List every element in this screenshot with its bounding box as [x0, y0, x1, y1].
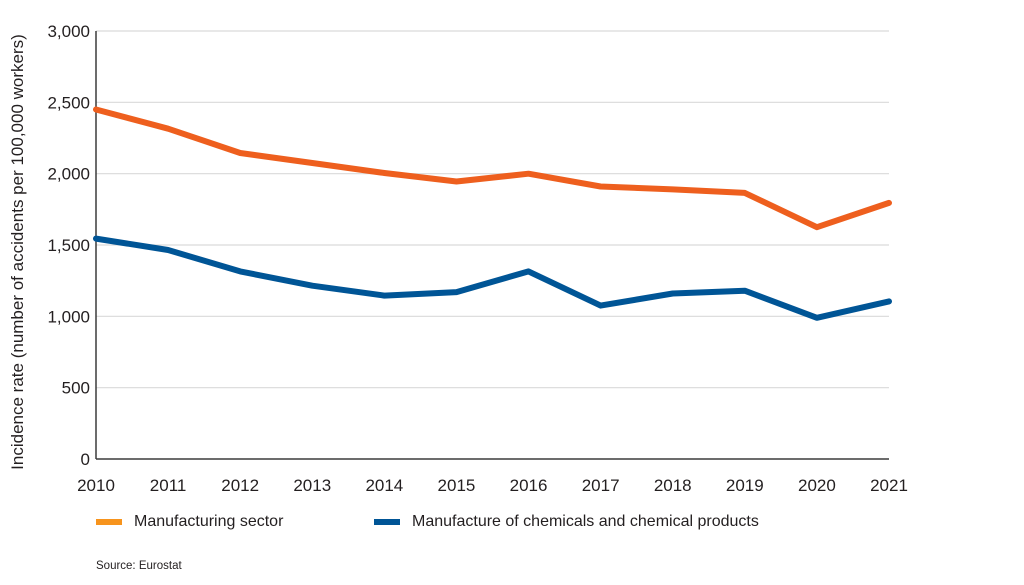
y-tick-label: 2,000 — [47, 165, 90, 184]
legend-label-manufacture-of-chemicals: Manufacture of chemicals and chemical pr… — [412, 513, 759, 530]
series-line-manufacturing-sector — [93, 106, 892, 231]
y-tick-label: 2,500 — [47, 93, 90, 112]
series-lines — [93, 106, 892, 321]
x-tick-label: 2018 — [654, 476, 692, 495]
x-axis-ticks: 2010 2011 2012 2013 2014 2015 2016 2017 2018 2019… — [77, 476, 908, 495]
legend-label-manufacturing-sector: Manufacturing sector — [134, 513, 284, 530]
legend-item-manufacture-of-chemicals: Manufacture of chemicals and chemical pr… — [374, 513, 759, 531]
x-tick-label: 2011 — [150, 476, 187, 495]
y-axis-label: Incidence rate (number of accidents per … — [8, 34, 27, 470]
y-tick-label: 1,000 — [47, 307, 90, 326]
y-tick-label: 3,000 — [47, 22, 90, 41]
y-axis-ticks: 0 500 1,000 1,500 2,000 2,500 3,000 — [47, 22, 90, 469]
x-tick-label: 2017 — [582, 476, 620, 495]
x-tick-label: 2019 — [726, 476, 764, 495]
x-tick-label: 2012 — [221, 476, 259, 495]
x-tick-label: 2021 — [870, 476, 908, 495]
y-tick-label: 500 — [62, 379, 90, 398]
gridlines — [96, 30, 889, 389]
x-tick-label: 2013 — [293, 476, 331, 495]
legend-item-manufacturing-sector: Manufacturing sector — [96, 513, 283, 531]
legend-swatch-manufacturing-sector — [96, 519, 122, 525]
x-tick-label: 2020 — [798, 476, 836, 495]
y-tick-label: 0 — [81, 450, 90, 469]
x-tick-label: 2015 — [438, 476, 476, 495]
source-note: Source: Eurostat — [96, 560, 182, 572]
series-line-manufacture-of-chemicals — [93, 235, 892, 321]
x-tick-label: 2010 — [77, 476, 115, 495]
x-tick-label: 2014 — [365, 476, 403, 495]
y-tick-label: 1,500 — [47, 236, 90, 255]
x-tick-label: 2016 — [510, 476, 548, 495]
legend-swatch-manufacture-of-chemicals — [374, 519, 400, 525]
